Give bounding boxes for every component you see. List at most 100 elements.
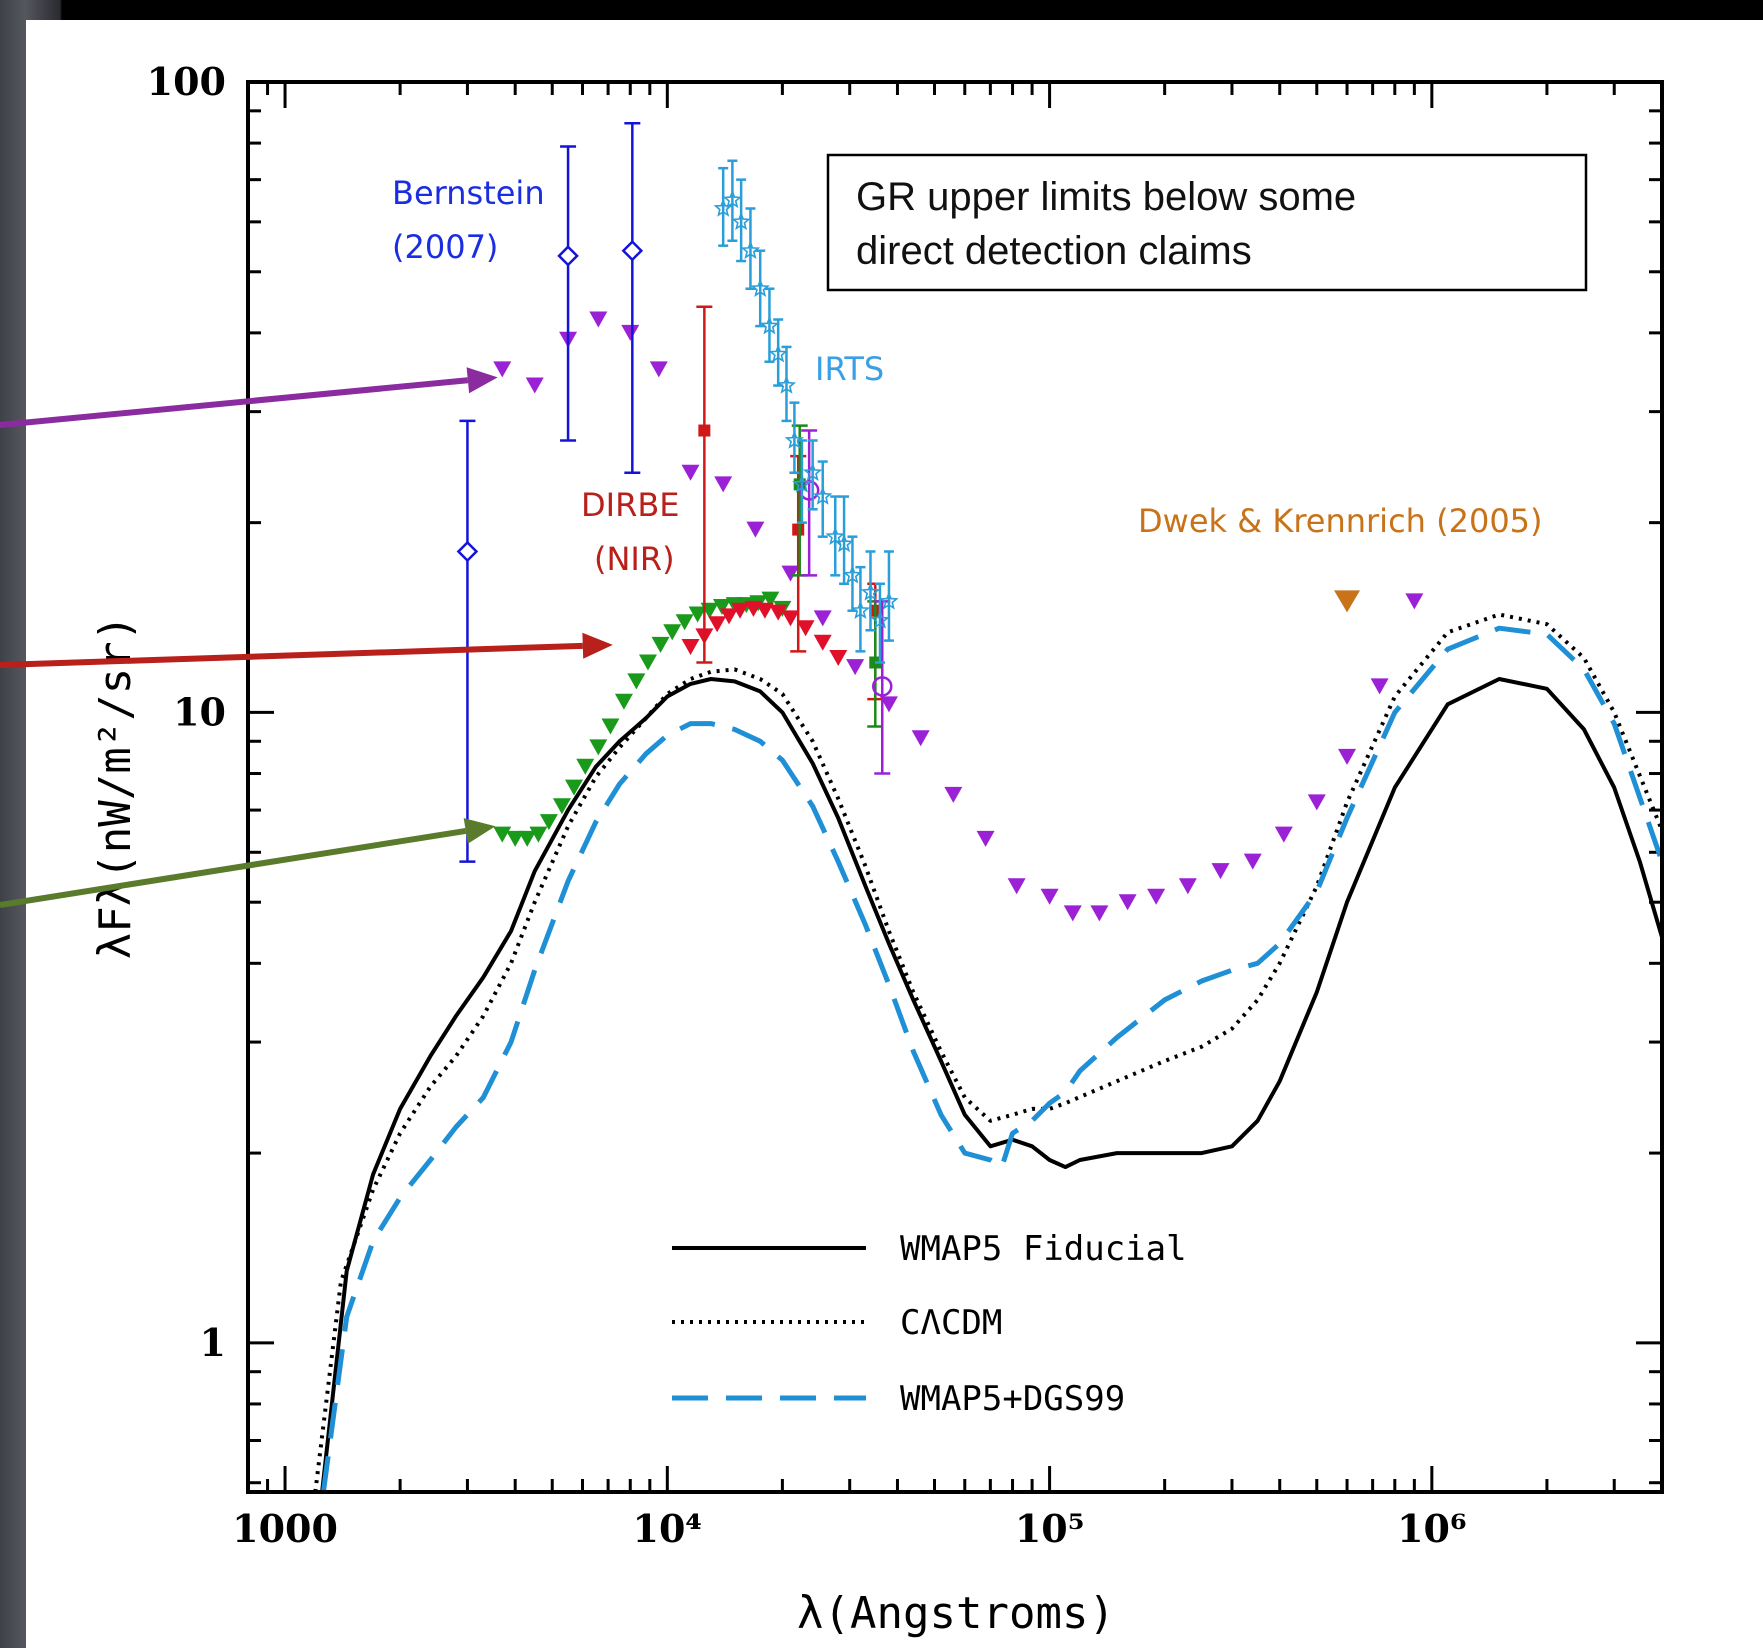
- series-4-point: [552, 798, 571, 815]
- bernstein-label-line-2: (2007): [392, 228, 498, 266]
- series-4-point: [506, 830, 525, 847]
- y-tick-label: 10: [173, 689, 226, 734]
- bernstein-2007-point: [557, 245, 579, 267]
- note-line-2: direct detection claims: [856, 229, 1252, 273]
- legend-label-wmap5-fiducial: WMAP5 Fiducial: [900, 1229, 1187, 1269]
- series-4-point: [663, 624, 682, 641]
- irts-label: IRTS: [815, 350, 884, 388]
- irts-point: [722, 189, 743, 209]
- series-5-point: [769, 604, 788, 621]
- series-3-point: [589, 311, 608, 328]
- tick-labels: 1000 10⁴ 10⁵ 10⁶ 1 10 100: [147, 59, 1467, 1551]
- irts-point: [825, 526, 845, 545]
- dirbe-nir-point: [698, 424, 711, 437]
- series-5-point: [731, 602, 750, 619]
- axis-ticks: [246, 80, 1664, 1492]
- series-3-point: [746, 521, 765, 538]
- series-5-point: [755, 602, 774, 619]
- series-3-point: [1405, 593, 1424, 610]
- series-3-point: [714, 476, 733, 493]
- pointer-arrows: [0, 367, 613, 908]
- pointer-arrow-head: [582, 632, 613, 659]
- irts-point: [768, 344, 788, 363]
- dwek-krennrich-2005-point: [1334, 590, 1361, 613]
- irts-point: [731, 211, 751, 231]
- annotations: Bernstein (2007) IRTS DIRBE (NIR) Dwek &…: [392, 174, 1543, 578]
- bernstein-2007-point: [621, 239, 644, 262]
- series-3-point: [1338, 748, 1357, 765]
- series-4-point: [564, 779, 583, 796]
- series-4-point: [712, 598, 731, 615]
- series-5-point: [829, 649, 848, 666]
- irts-point: [759, 315, 780, 335]
- series-3-point: [1243, 853, 1262, 870]
- series-4-point: [518, 830, 537, 847]
- series-3-point: [911, 730, 930, 747]
- series-4-point: [576, 758, 595, 775]
- series-4-point: [627, 673, 646, 690]
- series-3-point: [649, 361, 668, 378]
- series-5-point: [708, 616, 727, 633]
- series-3-point: [1274, 826, 1293, 843]
- series-3-point: [493, 361, 512, 378]
- series-5-point: [796, 620, 815, 637]
- irts-point: [834, 533, 854, 553]
- irts-point: [870, 610, 890, 629]
- series-3-point: [1090, 905, 1109, 922]
- plot-frame: [246, 80, 1664, 1494]
- irts-point: [842, 565, 863, 584]
- irts-point: [860, 582, 881, 601]
- data-markers: [456, 122, 1424, 922]
- series-3-point: [1147, 888, 1166, 905]
- legend-label-clcdm: CΛCDM: [900, 1303, 1002, 1343]
- irts-point: [879, 591, 899, 610]
- series-4-point: [638, 654, 657, 671]
- x-tick-label: 10⁶: [1397, 1506, 1467, 1551]
- pointer-arrow-shaft: [0, 642, 583, 668]
- legend-label-wmap5-dgs99: WMAP5+DGS99: [900, 1379, 1125, 1419]
- series-3-point: [1211, 863, 1230, 880]
- series-3-point: [1307, 794, 1326, 811]
- irts-point: [784, 430, 805, 449]
- series-3-point: [525, 377, 544, 394]
- series-9-point: [872, 676, 893, 697]
- series-3-point: [944, 786, 963, 803]
- series-3-point: [1063, 905, 1082, 922]
- dirbe-label-line-2: (NIR): [594, 540, 675, 578]
- series-3-point: [879, 696, 898, 713]
- series-4-point: [614, 693, 633, 710]
- model-curves: [313, 612, 1662, 1492]
- bernstein-2007-point: [456, 540, 479, 563]
- series-3-point: [1370, 678, 1389, 695]
- dwek-label: Dwek & Krennrich (2005): [1138, 502, 1543, 540]
- y-tick-label: 1: [200, 1320, 226, 1365]
- series-3-point: [681, 464, 700, 481]
- dirbe-label-line-1: DIRBE: [581, 486, 679, 524]
- irts-point: [802, 462, 823, 481]
- x-tick-label: 1000: [232, 1506, 338, 1551]
- c-cdm-curve: [313, 612, 1662, 1492]
- series-4-point: [688, 606, 707, 623]
- series-4-point: [589, 739, 608, 756]
- series-4-point: [761, 591, 780, 608]
- series-4-point: [529, 826, 548, 843]
- wmap5-fiducial-curve: [320, 677, 1662, 1492]
- series-3-point: [1007, 878, 1026, 895]
- series-5-point: [720, 608, 739, 625]
- legend: WMAP5 Fiducial CΛCDM WMAP5+DGS99: [672, 1229, 1187, 1419]
- series-5-point: [813, 634, 832, 651]
- series-4-point: [539, 814, 558, 831]
- irts-point: [750, 278, 770, 297]
- series-4-point: [493, 826, 512, 843]
- series-3-point: [976, 830, 995, 847]
- irts-point: [813, 486, 833, 505]
- note-box-frame: [826, 153, 1588, 292]
- dirbe-nir-point: [792, 523, 805, 536]
- chart-panel: [26, 20, 1763, 1648]
- pointer-arrow-shaft: [0, 827, 467, 908]
- x-axis-title: λ(Angstroms): [797, 1588, 1115, 1639]
- series-3-point: [1118, 894, 1137, 911]
- series-4-point: [601, 718, 620, 735]
- irts-point: [850, 600, 871, 619]
